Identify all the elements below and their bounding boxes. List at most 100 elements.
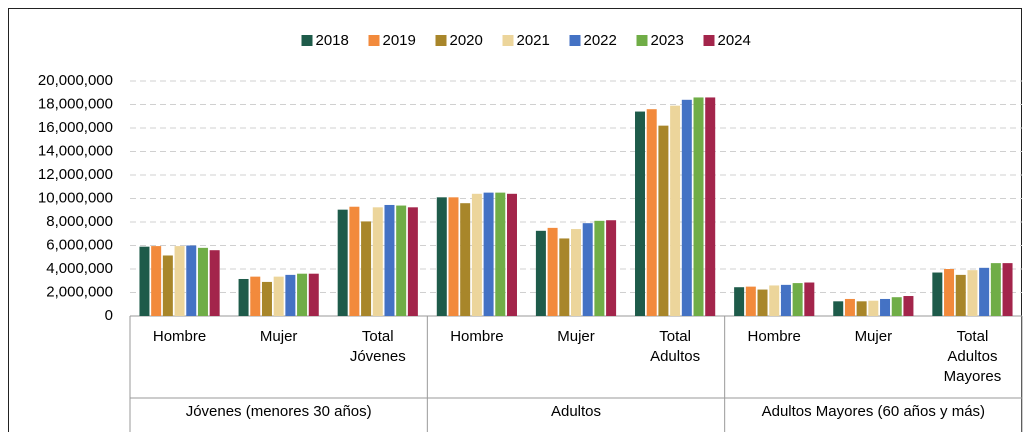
x-tick-label: Hombre [450,328,503,345]
bar [285,274,296,316]
x-tick-label: Mujer [855,328,893,345]
bar [151,246,162,316]
legend-label: 2019 [383,32,416,49]
bar [483,192,494,316]
bar [547,227,558,316]
legend-swatch [368,35,380,46]
bar [833,301,844,316]
x-tick-label: Hombre [153,328,206,345]
bar [990,263,1001,316]
bar [967,270,978,316]
x-tick-label: Hombre [748,328,801,345]
bar [238,278,249,316]
bar [337,209,348,316]
bar [495,192,506,316]
y-tick-label: 2,000,000 [46,283,113,300]
bar [646,109,657,316]
bar [384,204,395,316]
y-tick-label: 18,000,000 [38,95,113,112]
x-tick-label: Total Adultos Mayores [944,328,1002,385]
bar [635,111,646,316]
x-tick-label: Mujer [260,328,298,345]
bar [658,125,669,317]
bar [297,273,308,316]
bar [944,269,955,316]
bar [471,193,482,316]
legend-swatch [569,35,581,46]
bar [734,287,745,316]
bar [757,289,768,316]
legend-swatch [703,35,715,46]
y-tick-label: 8,000,000 [46,213,113,230]
y-tick-label: 10,000,000 [38,189,113,206]
bar [932,272,943,316]
bar [745,286,756,316]
bar [1002,263,1013,316]
bar [460,203,471,316]
bar [261,281,272,316]
bar [804,282,815,316]
bar [780,284,791,316]
bar [571,229,581,316]
legend-swatch [502,35,514,46]
legend-label: 2024 [718,32,751,49]
bar [844,298,855,316]
bar [880,298,891,316]
legend-swatch [301,35,313,46]
y-tick-label: 14,000,000 [38,142,113,159]
y-tick-label: 16,000,000 [38,119,113,136]
legend-label: 2023 [651,32,684,49]
bar [273,276,284,316]
bar [681,99,692,316]
bar [436,197,447,316]
bar [197,247,208,316]
bar [979,267,990,316]
bar [349,206,360,316]
legend-label: 2021 [517,32,550,49]
bar [186,245,197,316]
bar [559,238,570,316]
y-tick-label: 4,000,000 [46,260,113,277]
bar [705,97,716,316]
group-label: Adultos [551,403,601,420]
bar [361,221,372,316]
bar [174,246,185,316]
legend-label: 2018 [316,32,349,49]
bar [891,297,902,316]
y-tick-label: 6,000,000 [46,236,113,253]
bar [162,255,173,316]
bar [792,283,803,316]
bar [209,250,220,316]
y-tick-label: 0 [105,307,113,324]
bar [594,220,605,316]
bar [856,301,867,316]
bar [769,285,780,316]
legend-swatch [435,35,447,46]
x-tick-label: Total Jóvenes [350,328,406,365]
legend-label: 2022 [584,32,617,49]
bar [535,230,546,316]
x-tick-label: Total Adultos [650,328,700,365]
bar [670,105,681,316]
group-label: Adultos Mayores (60 años y más) [762,403,985,420]
group-label: Jóvenes (menores 30 años) [186,403,372,420]
bar [506,193,517,316]
bar [693,97,704,316]
bar [139,246,150,316]
bar [582,223,593,316]
bar [396,205,407,316]
bar [606,220,617,316]
bar [372,207,383,316]
bar [407,207,418,316]
y-tick-label: 12,000,000 [38,166,113,183]
bar [955,274,966,316]
bar [448,197,459,316]
y-tick-label: 20,000,000 [38,72,113,89]
bar [903,296,914,316]
legend-swatch [636,35,648,46]
bar [250,276,261,316]
x-tick-label: Mujer [557,328,595,345]
frame [8,8,1022,432]
bar [868,300,879,316]
